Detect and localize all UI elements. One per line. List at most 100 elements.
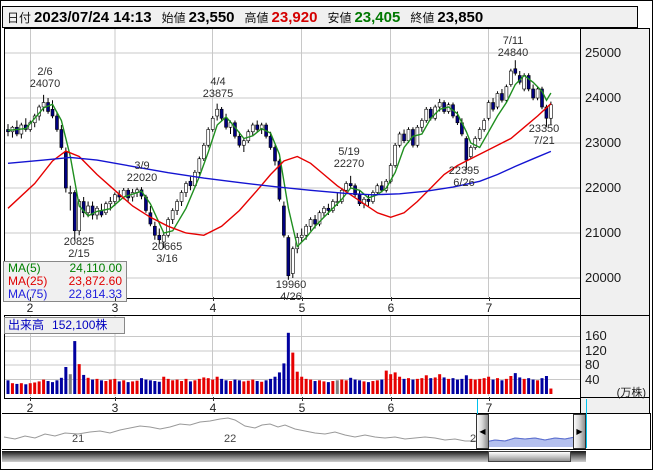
candle-body [442, 102, 446, 112]
ma-line-MA(75) [7, 150, 552, 196]
candle-body [153, 225, 157, 236]
candle-body [473, 138, 478, 148]
volume-bar [544, 376, 548, 394]
candle-body [259, 124, 264, 130]
candle-body [375, 185, 380, 193]
volume-bar [131, 381, 135, 394]
volume-bar [233, 379, 237, 394]
candle-body [482, 120, 486, 130]
scrollbar-thumb[interactable] [488, 451, 571, 462]
month-tick [213, 397, 214, 401]
volume-bar [398, 376, 402, 394]
range-left-handle[interactable]: ◀ [476, 414, 489, 449]
price-tick-label: 20000 [585, 270, 622, 285]
annotation: 20665 3/16 [151, 241, 183, 265]
volume-bar [19, 383, 23, 394]
volume-bar [415, 378, 419, 394]
candle-body [179, 192, 184, 202]
candle-body [424, 108, 429, 121]
annotation: 2/6 24070 [29, 66, 61, 90]
volume-bar [500, 380, 504, 394]
month-label: 2 [26, 301, 34, 315]
nav-year-label: 21 [72, 433, 85, 445]
volume-bar [166, 378, 170, 394]
candle-body [184, 183, 188, 193]
volume-bar [242, 381, 246, 394]
month-label: 7 [485, 401, 493, 415]
candle-body [353, 185, 357, 196]
volume-bar [371, 381, 375, 394]
annotation: 22395 6/26 [448, 165, 480, 189]
volume-bar [300, 376, 304, 394]
volume-bar [55, 380, 59, 394]
candle-body [286, 237, 291, 277]
volume-bar [491, 379, 495, 394]
volume-bar [358, 380, 362, 394]
volume-bar [46, 381, 50, 394]
volume-bar [277, 372, 281, 394]
volume-tick-label: 160 [585, 328, 607, 344]
month-tick [391, 297, 392, 301]
candle-body [81, 201, 86, 214]
volume-bar [184, 378, 188, 394]
volume-bar [251, 379, 255, 394]
close-label: 終値 [410, 11, 435, 25]
candle-body [15, 126, 19, 135]
candle-body [161, 234, 166, 243]
candle-body [299, 234, 304, 238]
candle-body [202, 144, 206, 160]
candle-body [495, 93, 500, 108]
month-tick [391, 397, 392, 401]
candle-body [188, 180, 193, 187]
nav-year-label: 22 [224, 433, 237, 445]
volume-bar [33, 382, 37, 394]
scrollbar-track[interactable] [2, 451, 586, 462]
volume-bar [335, 380, 339, 394]
volume-bar [42, 379, 46, 394]
candle-body [455, 115, 460, 124]
ma25-name: MA(25) [8, 274, 48, 288]
volume-bar [478, 378, 482, 394]
range-right-handle[interactable]: ▶ [573, 414, 586, 449]
volume-bar [73, 341, 77, 394]
candle-body [549, 104, 553, 119]
candle-body [540, 88, 544, 108]
volume-bar [202, 377, 206, 394]
candle-body [104, 203, 108, 214]
price-tick-label: 25000 [585, 45, 622, 60]
volume-bar [99, 380, 103, 394]
candle-body [313, 219, 317, 225]
volume-bar [362, 381, 366, 394]
volume-bar [108, 379, 112, 394]
volume-bar [331, 381, 335, 394]
price-axis-panel [580, 28, 650, 317]
annotation: 3/9 22020 [126, 160, 158, 184]
month-tick [489, 397, 490, 401]
candle-body [108, 201, 113, 205]
volume-bar [144, 379, 148, 394]
month-tick [30, 297, 31, 301]
volume-bar [224, 380, 228, 394]
volume-bar [424, 375, 428, 394]
candle-body [206, 129, 211, 146]
volume-bar [95, 378, 99, 394]
volume-bar [68, 374, 72, 394]
volume-bar [536, 380, 540, 394]
volume-bar [451, 378, 455, 394]
volume-value: 152,100株 [52, 318, 108, 332]
volume-bar [309, 379, 313, 394]
volume-bar [282, 363, 286, 394]
quote-header-bar: 日付 2023/07/24 14:13 始値 23,550 高値 23,920 安値 23,4… [2, 6, 638, 28]
volume-bar [37, 381, 41, 394]
annotation: 4/4 23875 [202, 76, 234, 100]
volume-tick-label: 80 [585, 357, 600, 373]
month-tick [115, 297, 116, 301]
volume-title: 出来高 [8, 318, 45, 332]
volume-bar [135, 380, 139, 394]
nav-sparkline-chart [3, 417, 586, 447]
ma5-row: MA(5) 24,110.00 [4, 262, 126, 275]
volume-bar [104, 381, 108, 394]
volume-label-box: 出来高 152,100株 [4, 317, 125, 334]
candle-body [317, 212, 322, 225]
